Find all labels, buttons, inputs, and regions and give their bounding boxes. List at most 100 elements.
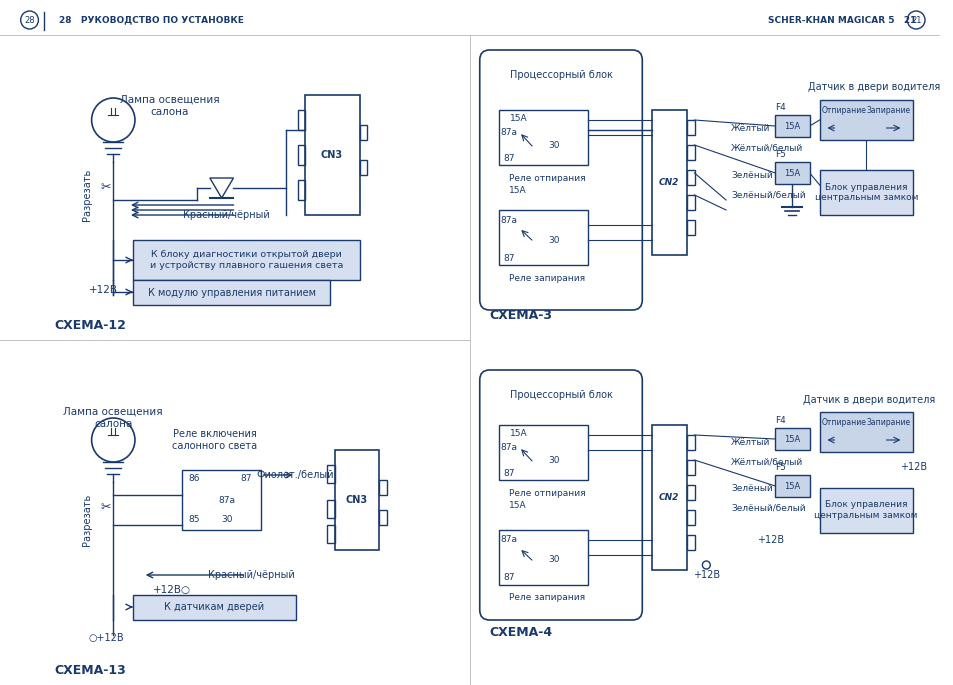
Bar [686,195,694,210]
Bar [819,488,912,533]
Text: F5: F5 [775,462,785,471]
Text: 15А: 15А [510,114,527,123]
Text: +12В: +12В [89,285,117,295]
Text: К датчикам дверей: К датчикам дверей [164,602,264,612]
Bar [379,510,387,525]
Text: Красный/чёрный: Красный/чёрный [183,210,270,220]
Bar [686,170,694,185]
Bar [359,125,367,140]
Bar [686,535,694,550]
Text: 15А: 15А [509,186,526,195]
Text: Отпирание: Отпирание [821,105,865,114]
Text: Запирание: Запирание [865,417,910,427]
Bar [499,425,587,480]
Text: Запирание: Запирание [865,105,910,114]
Bar [686,485,694,500]
Text: Лампа освещения
салона: Лампа освещения салона [119,95,219,116]
Text: 87: 87 [503,469,515,477]
Text: Реле отпирания: Реле отпирания [509,173,585,182]
Text: +12В: +12В [692,570,720,580]
Text: СХЕМА-13: СХЕМА-13 [54,664,126,677]
Text: Процессорный блок: Процессорный блок [509,390,612,400]
Bar [182,470,261,530]
Text: CN3: CN3 [345,495,367,505]
Text: 87а: 87а [218,495,234,504]
Text: 28: 28 [24,16,35,25]
Text: Фиолет./белый: Фиолет./белый [256,470,334,480]
Text: CN3: CN3 [320,150,343,160]
Bar [327,465,335,483]
Bar [305,95,359,215]
Bar [652,110,686,255]
Bar [297,110,305,130]
Text: ✂: ✂ [100,501,111,514]
Text: 15А: 15А [510,429,527,438]
Text: ✂: ✂ [100,181,111,193]
Text: Разрезать: Разрезать [82,169,91,221]
Bar [379,480,387,495]
Text: СХЕМА-4: СХЕМА-4 [489,625,552,638]
Text: Отпирание: Отпирание [821,417,865,427]
Text: CN2: CN2 [658,177,679,186]
Bar [686,145,694,160]
Text: Зелёный: Зелёный [730,171,772,179]
Bar [686,220,694,235]
Text: CN2: CN2 [658,493,679,501]
Bar [132,595,295,620]
Bar [775,475,809,497]
Bar [297,180,305,200]
Text: Разрезать: Разрезать [82,494,91,546]
Text: Реле запирания: Реле запирания [509,273,585,282]
Bar [499,210,587,265]
Bar [327,525,335,543]
Text: Реле включения
салонного света: Реле включения салонного света [172,429,257,451]
Text: 30: 30 [547,140,558,149]
Text: Блок управления
центральным замком: Блок управления центральным замком [813,500,917,520]
Bar [359,160,367,175]
Text: 15А: 15А [783,482,800,490]
Text: Жёлтый: Жёлтый [730,123,769,132]
Text: Блок управления
центральным замком: Блок управления центральным замком [814,183,917,202]
Bar [686,510,694,525]
Bar [775,428,809,450]
Text: СХЕМА-3: СХЕМА-3 [489,308,552,321]
Text: 86: 86 [188,473,199,482]
Text: Зелёный/белый: Зелёный/белый [730,503,804,512]
Text: Процессорный блок: Процессорный блок [509,70,612,80]
Text: +12В○: +12В○ [152,585,191,595]
Text: К блоку диагностики открытой двери
и устройству плавного гашения света: К блоку диагностики открытой двери и уст… [150,250,343,270]
Text: СХЕМА-12: СХЕМА-12 [54,319,126,332]
Text: 15А: 15А [783,121,800,131]
Text: +12В: +12В [899,462,925,472]
Bar [499,530,587,585]
Bar [327,500,335,518]
Text: 85: 85 [188,516,199,525]
Text: SCHER-KHAN MAGICAR 5   21: SCHER-KHAN MAGICAR 5 21 [767,16,915,25]
Text: Реле запирания: Реле запирания [509,593,585,603]
Text: 21: 21 [910,16,921,25]
Bar [775,162,809,184]
Bar [686,435,694,450]
Text: 87а: 87а [500,443,517,451]
Bar [686,120,694,135]
Text: Жёлтый/белый: Жёлтый/белый [730,143,802,153]
Text: 28   РУКОВОДСТВО ПО УСТАНОВКЕ: 28 РУКОВОДСТВО ПО УСТАНОВКЕ [59,16,244,25]
Text: 15А: 15А [783,169,800,177]
Text: Зелёный: Зелёный [730,484,772,493]
Text: 15А: 15А [509,501,526,510]
Text: F5: F5 [775,149,785,158]
Text: 87: 87 [240,473,252,482]
Text: 87: 87 [503,153,515,162]
Bar [819,170,912,215]
Text: Реле отпирания: Реле отпирания [509,488,585,497]
Bar [686,460,694,475]
Bar [775,115,809,137]
Bar [132,280,330,305]
Bar [819,100,912,140]
Bar [335,450,379,550]
Text: Лампа освещения
салона: Лампа освещения салона [64,407,163,429]
Text: 87а: 87а [500,216,517,225]
Text: Датчик в двери водителя: Датчик в двери водителя [801,395,934,405]
Text: Жёлтый: Жёлтый [730,438,769,447]
Text: 30: 30 [547,236,558,245]
